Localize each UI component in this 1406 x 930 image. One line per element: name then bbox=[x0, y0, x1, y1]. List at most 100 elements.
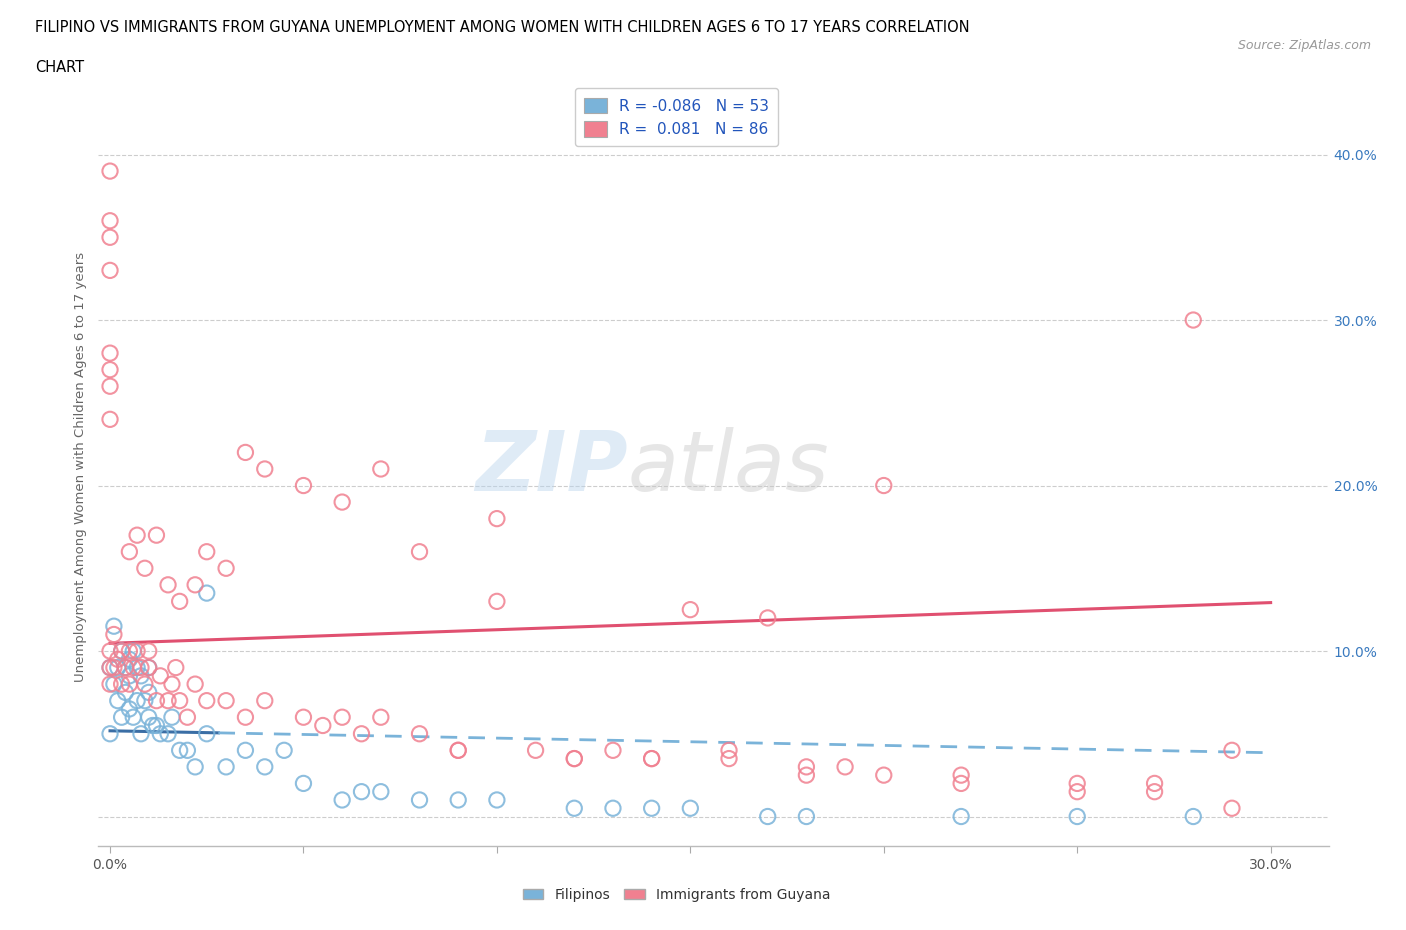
Point bbox=[157, 726, 180, 741]
Point bbox=[796, 809, 818, 824]
Point bbox=[111, 710, 134, 724]
Point bbox=[235, 710, 257, 724]
Point bbox=[118, 701, 141, 716]
Point bbox=[118, 652, 141, 667]
Point bbox=[756, 809, 779, 824]
Point bbox=[796, 760, 818, 775]
Point bbox=[184, 677, 207, 692]
Point bbox=[98, 660, 121, 675]
Point bbox=[149, 669, 172, 684]
Point bbox=[169, 693, 191, 708]
Point bbox=[145, 718, 167, 733]
Point bbox=[98, 677, 121, 692]
Point bbox=[129, 669, 152, 684]
Point bbox=[184, 760, 207, 775]
Point bbox=[111, 644, 134, 658]
Point bbox=[127, 693, 149, 708]
Point bbox=[98, 379, 121, 393]
Point bbox=[127, 527, 149, 542]
Point bbox=[679, 801, 702, 816]
Point bbox=[447, 743, 470, 758]
Point bbox=[602, 801, 624, 816]
Point bbox=[103, 618, 125, 633]
Point bbox=[292, 776, 315, 790]
Point bbox=[1182, 312, 1205, 327]
Point bbox=[103, 677, 125, 692]
Point bbox=[640, 751, 662, 766]
Point bbox=[98, 263, 121, 278]
Point bbox=[142, 718, 165, 733]
Point bbox=[1182, 809, 1205, 824]
Text: FILIPINO VS IMMIGRANTS FROM GUYANA UNEMPLOYMENT AMONG WOMEN WITH CHILDREN AGES 6: FILIPINO VS IMMIGRANTS FROM GUYANA UNEMP… bbox=[35, 20, 970, 35]
Point bbox=[127, 660, 149, 675]
Point bbox=[127, 644, 149, 658]
Point bbox=[107, 693, 129, 708]
Point bbox=[1143, 776, 1166, 790]
Point bbox=[195, 693, 218, 708]
Point bbox=[312, 718, 335, 733]
Point bbox=[98, 346, 121, 361]
Point bbox=[215, 760, 238, 775]
Point bbox=[138, 660, 160, 675]
Point bbox=[122, 710, 145, 724]
Point bbox=[215, 561, 238, 576]
Point bbox=[176, 710, 198, 724]
Point bbox=[118, 677, 141, 692]
Point bbox=[157, 578, 180, 592]
Point bbox=[107, 652, 129, 667]
Point bbox=[834, 760, 856, 775]
Point bbox=[134, 677, 156, 692]
Point bbox=[129, 726, 152, 741]
Point bbox=[134, 561, 156, 576]
Point bbox=[118, 669, 141, 684]
Point bbox=[138, 660, 160, 675]
Point bbox=[950, 767, 973, 782]
Point bbox=[165, 660, 187, 675]
Point bbox=[873, 767, 896, 782]
Point bbox=[215, 693, 238, 708]
Point bbox=[184, 578, 207, 592]
Point bbox=[122, 660, 145, 675]
Point bbox=[796, 767, 818, 782]
Text: Source: ZipAtlas.com: Source: ZipAtlas.com bbox=[1237, 39, 1371, 52]
Point bbox=[160, 677, 183, 692]
Text: atlas: atlas bbox=[627, 427, 830, 508]
Point bbox=[98, 363, 121, 378]
Point bbox=[114, 660, 136, 675]
Point bbox=[408, 544, 430, 559]
Point bbox=[679, 603, 702, 618]
Point bbox=[129, 660, 152, 675]
Point bbox=[1220, 743, 1243, 758]
Point bbox=[562, 751, 585, 766]
Point bbox=[138, 710, 160, 724]
Point bbox=[640, 751, 662, 766]
Point bbox=[114, 660, 136, 675]
Point bbox=[485, 792, 508, 807]
Point bbox=[195, 586, 218, 601]
Text: ZIP: ZIP bbox=[475, 427, 627, 508]
Y-axis label: Unemployment Among Women with Children Ages 6 to 17 years: Unemployment Among Women with Children A… bbox=[75, 252, 87, 683]
Point bbox=[350, 726, 373, 741]
Point bbox=[145, 693, 167, 708]
Point bbox=[111, 644, 134, 658]
Point bbox=[330, 792, 353, 807]
Point bbox=[98, 660, 121, 675]
Point bbox=[98, 213, 121, 228]
Point bbox=[524, 743, 547, 758]
Point bbox=[169, 594, 191, 609]
Point bbox=[111, 677, 134, 692]
Point bbox=[103, 627, 125, 642]
Point bbox=[118, 544, 141, 559]
Point bbox=[370, 784, 392, 799]
Point bbox=[253, 760, 276, 775]
Point bbox=[330, 495, 353, 510]
Point bbox=[408, 792, 430, 807]
Point bbox=[447, 743, 470, 758]
Point bbox=[98, 230, 121, 245]
Point bbox=[195, 726, 218, 741]
Point bbox=[1143, 784, 1166, 799]
Point bbox=[640, 801, 662, 816]
Point bbox=[134, 693, 156, 708]
Point bbox=[292, 710, 315, 724]
Point bbox=[138, 685, 160, 700]
